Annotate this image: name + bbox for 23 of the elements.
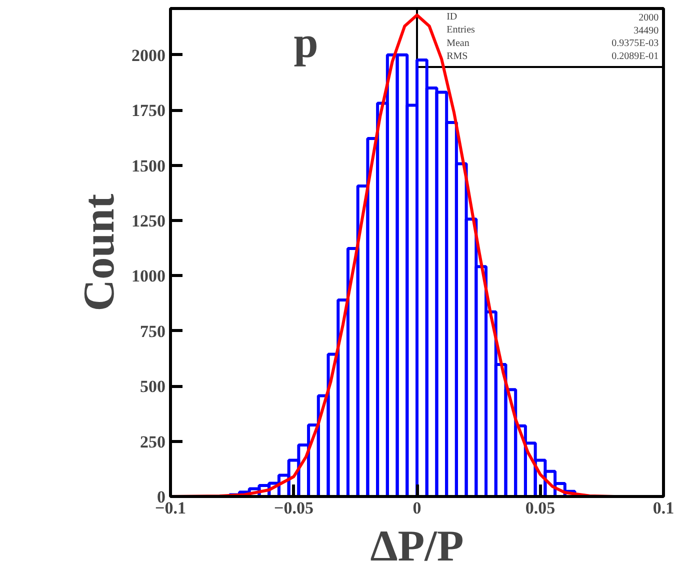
x-tick-label: 0.1 bbox=[652, 498, 674, 518]
x-tick-label: 0 bbox=[412, 498, 422, 518]
x-axis-title: ΔP/P bbox=[370, 522, 464, 570]
annotation: Mean bbox=[446, 38, 470, 49]
x-tick-label: −0.05 bbox=[274, 498, 314, 518]
x-tick-label: 0.05 bbox=[525, 498, 556, 518]
y-tick-label: 1500 bbox=[132, 156, 166, 176]
y-tick-label: 1000 bbox=[132, 266, 166, 286]
annotation: 0.2089E-01 bbox=[612, 51, 659, 62]
annotation: 2000 bbox=[638, 12, 659, 24]
annotation: 34490 bbox=[634, 26, 659, 37]
annotation: RMS bbox=[446, 51, 468, 62]
y-tick-label: 750 bbox=[140, 322, 166, 341]
y-tick-label: 1250 bbox=[132, 211, 166, 230]
annotation: 0.9375E-03 bbox=[612, 38, 659, 49]
annotation: ID bbox=[446, 12, 458, 23]
y-axis-title: Count bbox=[74, 193, 124, 312]
y-tick-label: 500 bbox=[140, 377, 166, 396]
y-tick-label: 1750 bbox=[132, 101, 166, 120]
annotation: p bbox=[294, 18, 318, 68]
y-tick-label: 250 bbox=[140, 432, 166, 452]
annotation: Entries bbox=[446, 24, 476, 36]
y-tick-label: 2000 bbox=[132, 46, 166, 65]
